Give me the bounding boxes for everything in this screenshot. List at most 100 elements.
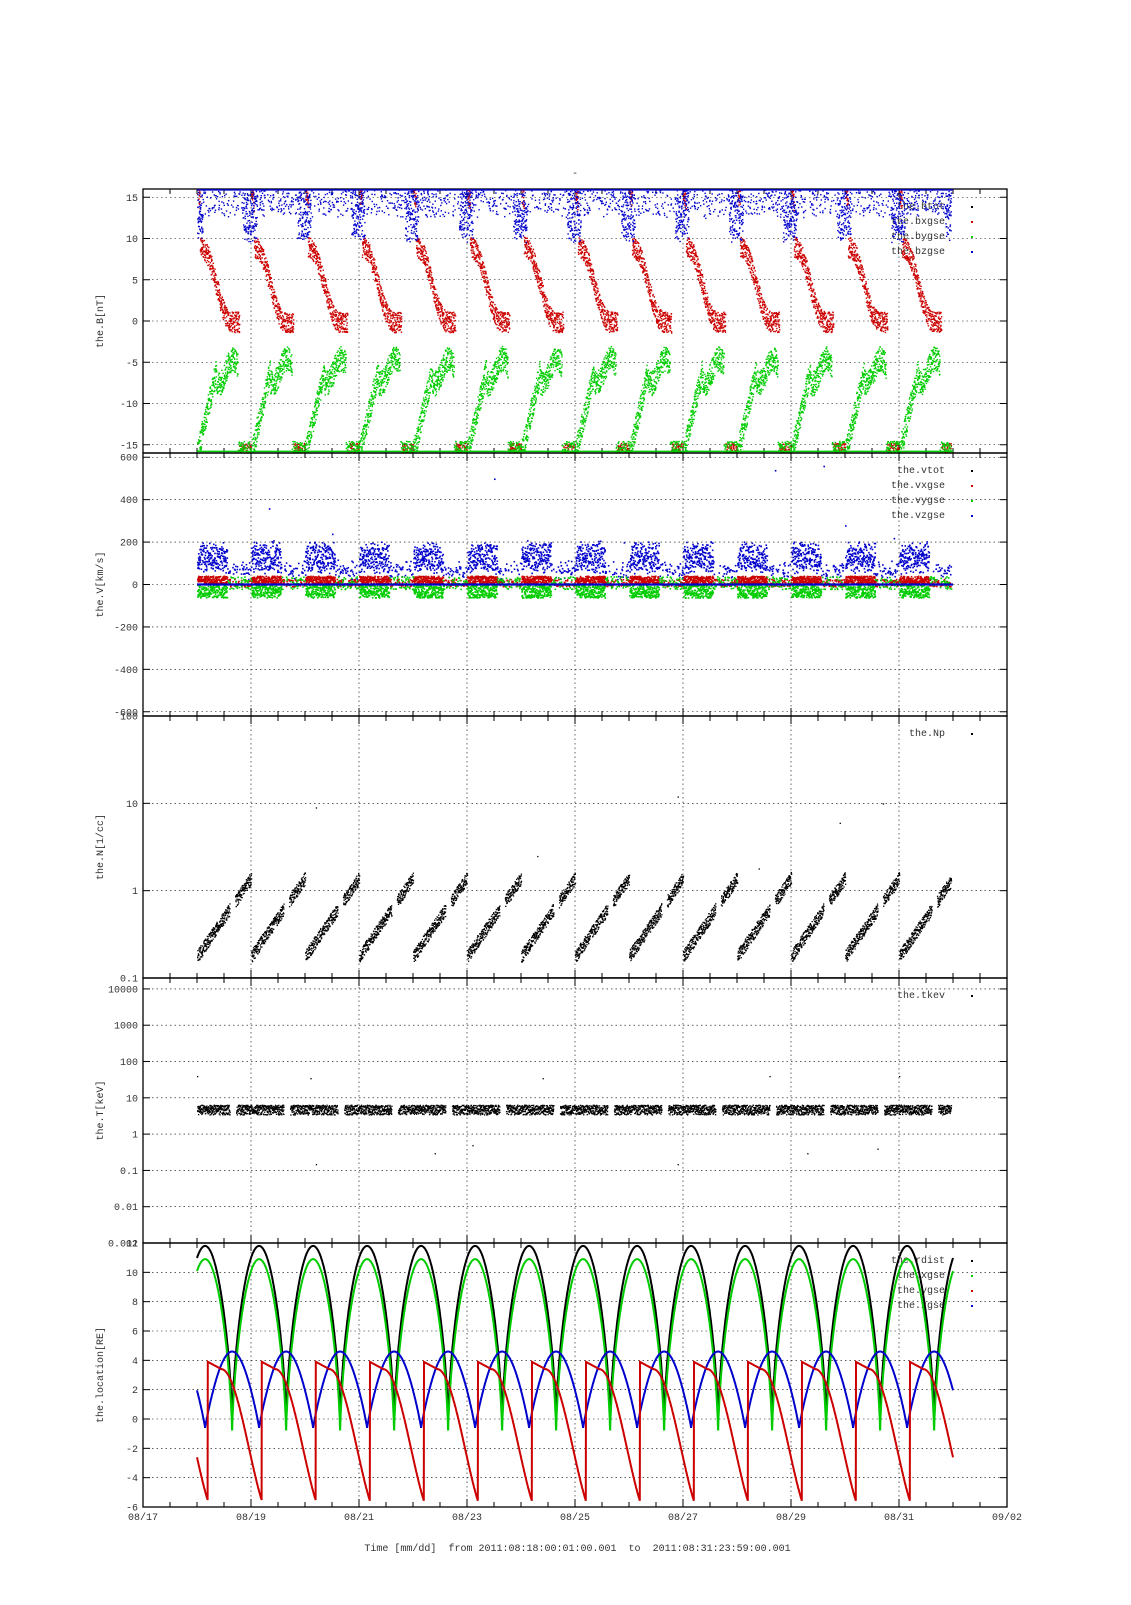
data-point bbox=[214, 268, 215, 269]
data-point bbox=[325, 294, 326, 295]
data-point bbox=[500, 318, 501, 319]
data-point bbox=[378, 276, 379, 277]
data-point bbox=[551, 318, 552, 319]
data-point bbox=[394, 330, 395, 331]
data-point bbox=[381, 304, 382, 305]
data-point bbox=[764, 312, 765, 313]
data-point bbox=[532, 268, 533, 269]
data-point bbox=[686, 246, 687, 247]
data-point bbox=[440, 316, 441, 317]
data-point bbox=[593, 277, 594, 278]
data-point bbox=[320, 270, 321, 271]
data-point bbox=[757, 281, 758, 282]
data-point bbox=[319, 265, 320, 266]
data-point bbox=[266, 271, 267, 272]
data-point bbox=[230, 321, 231, 322]
data-point bbox=[566, 447, 567, 448]
data-point bbox=[602, 309, 603, 310]
data-point bbox=[499, 312, 500, 313]
data-point bbox=[383, 302, 384, 303]
data-point bbox=[670, 322, 671, 323]
data-point bbox=[756, 285, 757, 286]
data-point bbox=[453, 330, 454, 331]
data-point bbox=[342, 331, 343, 332]
data-point bbox=[559, 324, 560, 325]
data-point bbox=[229, 327, 230, 328]
data-point bbox=[655, 306, 656, 307]
data-point bbox=[743, 240, 744, 241]
data-point bbox=[703, 294, 704, 295]
data-point bbox=[439, 317, 440, 318]
data-point bbox=[290, 328, 291, 329]
data-point bbox=[274, 291, 275, 292]
data-point bbox=[701, 269, 702, 270]
data-point bbox=[588, 270, 589, 271]
data-point bbox=[229, 324, 230, 325]
data-point bbox=[281, 317, 282, 318]
data-point bbox=[292, 332, 293, 333]
data-point bbox=[371, 260, 372, 261]
data-point bbox=[451, 328, 452, 329]
data-point bbox=[657, 316, 658, 317]
data-point bbox=[320, 262, 321, 263]
data-point bbox=[415, 193, 416, 194]
data-point bbox=[431, 272, 432, 273]
data-point bbox=[533, 249, 534, 250]
data-point bbox=[343, 313, 344, 314]
data-point bbox=[720, 319, 721, 320]
data-point bbox=[436, 299, 437, 300]
data-point bbox=[584, 252, 585, 253]
data-point bbox=[638, 252, 639, 253]
data-point bbox=[770, 320, 771, 321]
data-point bbox=[492, 309, 493, 310]
data-point bbox=[642, 261, 643, 262]
data-point bbox=[203, 257, 204, 258]
data-point bbox=[753, 284, 754, 285]
data-point bbox=[235, 330, 236, 331]
data-point bbox=[222, 304, 223, 305]
data-point bbox=[580, 249, 581, 250]
data-point bbox=[644, 270, 645, 271]
data-point bbox=[476, 256, 477, 257]
data-point bbox=[612, 312, 613, 313]
data-point bbox=[477, 249, 478, 250]
data-point bbox=[645, 267, 646, 268]
data-point bbox=[212, 273, 213, 274]
data-point bbox=[326, 287, 327, 288]
data-point bbox=[238, 319, 239, 320]
data-point bbox=[453, 320, 454, 321]
data-point bbox=[490, 304, 491, 305]
data-point bbox=[563, 324, 564, 325]
data-point bbox=[469, 206, 470, 207]
data-point bbox=[337, 327, 338, 328]
data-point bbox=[448, 316, 449, 317]
data-point bbox=[717, 325, 718, 326]
data-point bbox=[224, 308, 225, 309]
data-point bbox=[474, 253, 475, 254]
data-point bbox=[643, 268, 644, 269]
data-point bbox=[203, 246, 204, 247]
data-point bbox=[324, 277, 325, 278]
data-point bbox=[379, 290, 380, 291]
data-point bbox=[502, 331, 503, 332]
data-point bbox=[492, 312, 493, 313]
data-point bbox=[452, 315, 453, 316]
data-point bbox=[336, 314, 337, 315]
data-point bbox=[584, 254, 585, 255]
data-point bbox=[291, 317, 292, 318]
data-point bbox=[439, 319, 440, 320]
panel-1: -15-10-5051015the.B[nT]the.btotthe.bxgse… bbox=[95, 189, 1007, 454]
data-point bbox=[500, 313, 501, 314]
data-point bbox=[644, 265, 645, 266]
data-point bbox=[397, 328, 398, 329]
data-point bbox=[473, 256, 474, 257]
data-point bbox=[286, 325, 287, 326]
data-point bbox=[705, 293, 706, 294]
data-point bbox=[437, 305, 438, 306]
data-point bbox=[771, 312, 772, 313]
data-point bbox=[713, 329, 714, 330]
data-point bbox=[368, 262, 369, 263]
data-point bbox=[661, 310, 662, 311]
